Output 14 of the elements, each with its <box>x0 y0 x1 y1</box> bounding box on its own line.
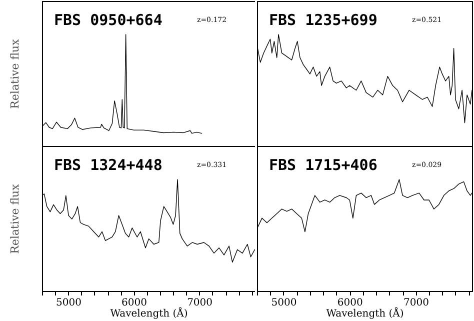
text: FBS 1715+406 <box>269 156 378 174</box>
y-axis-title: Relative flux <box>8 183 22 254</box>
x-axis-title: Wavelength (Å) <box>326 306 404 320</box>
text: FBS 1235+699 <box>269 11 378 29</box>
text: FBS 1324+448 <box>54 156 162 174</box>
x-tick-label: 5000 <box>271 298 297 308</box>
x-tick-label: 6000 <box>337 298 363 308</box>
x-axis-title: Wavelength (Å) <box>110 306 188 320</box>
text: FBS 0950+664 <box>54 11 162 29</box>
x-tick-label: 7000 <box>404 298 429 308</box>
x-tick-label: 5000 <box>56 298 82 308</box>
x-tick-label: 6000 <box>122 298 147 308</box>
y-axis-title: Relative flux <box>8 38 22 109</box>
x-tick-label: 7000 <box>187 298 213 308</box>
